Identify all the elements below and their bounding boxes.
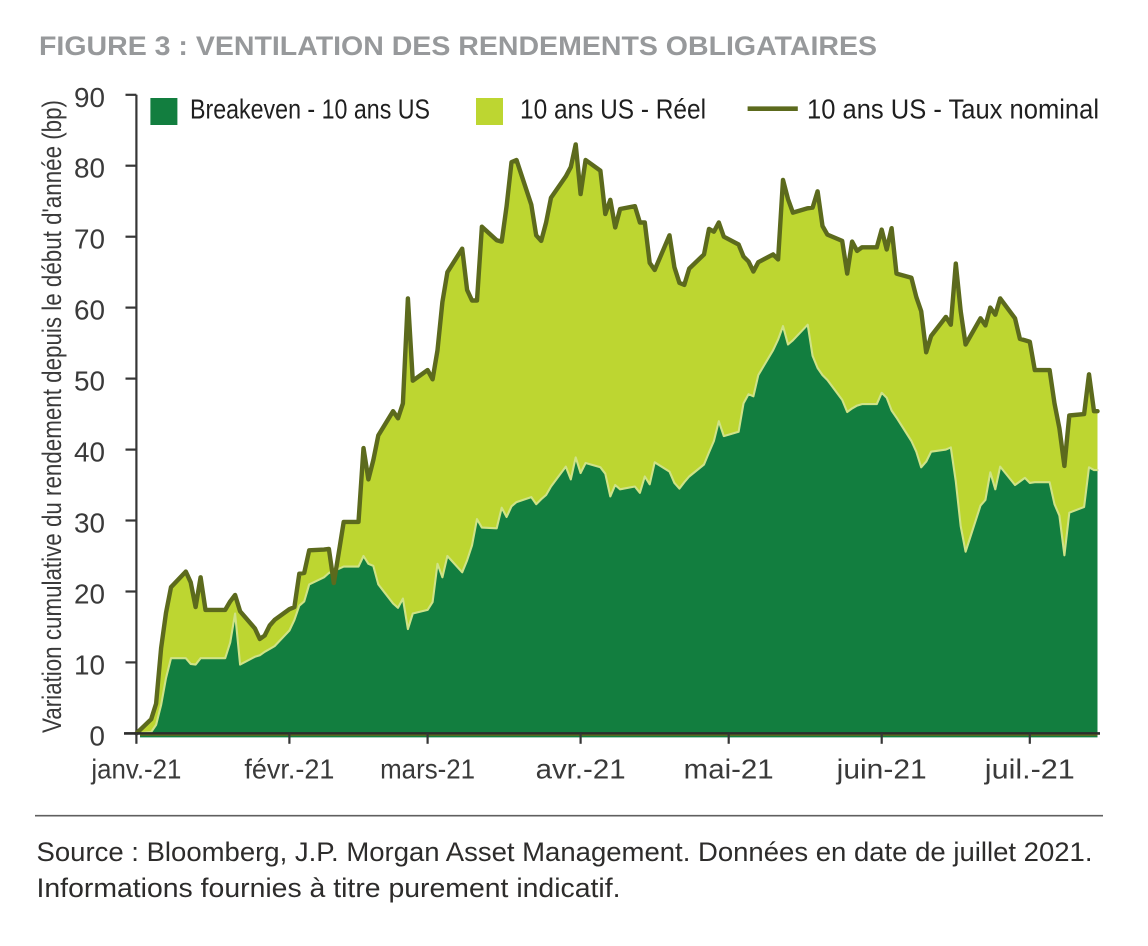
svg-text:10 ans US - Réel: 10 ans US - Réel <box>520 94 706 125</box>
svg-text:30: 30 <box>74 508 105 539</box>
svg-text:20: 20 <box>74 579 105 610</box>
svg-text:10: 10 <box>74 649 105 680</box>
svg-text:juil.-21: juil.-21 <box>984 754 1075 785</box>
svg-text:10 ans US - Taux nominal: 10 ans US - Taux nominal <box>807 94 1099 125</box>
svg-text:80: 80 <box>74 153 105 184</box>
svg-text:Variation cumulative du rendem: Variation cumulative du rendement depuis… <box>37 100 67 733</box>
svg-text:40: 40 <box>74 437 105 468</box>
svg-text:0: 0 <box>89 720 105 751</box>
svg-text:Breakeven - 10 ans US: Breakeven - 10 ans US <box>190 94 430 125</box>
svg-text:Source : Bloomberg, J.P. Morga: Source : Bloomberg, J.P. Morgan Asset Ma… <box>37 837 1093 867</box>
svg-text:avr.-21: avr.-21 <box>536 754 626 785</box>
svg-text:janv.-21: janv.-21 <box>90 754 181 785</box>
svg-text:50: 50 <box>74 366 105 397</box>
svg-text:févr.-21: févr.-21 <box>244 754 334 785</box>
svg-text:Informations fournies à titre: Informations fournies à titre purement i… <box>37 873 621 903</box>
svg-text:mars-21: mars-21 <box>380 754 475 785</box>
svg-text:juin-21: juin-21 <box>836 754 927 785</box>
svg-text:60: 60 <box>74 295 105 326</box>
svg-text:90: 90 <box>74 82 105 113</box>
svg-text:70: 70 <box>74 224 105 255</box>
svg-text:FIGURE 3 : VENTILATION DES REN: FIGURE 3 : VENTILATION DES RENDEMENTS OB… <box>39 31 877 61</box>
svg-text:mai-21: mai-21 <box>684 754 774 785</box>
